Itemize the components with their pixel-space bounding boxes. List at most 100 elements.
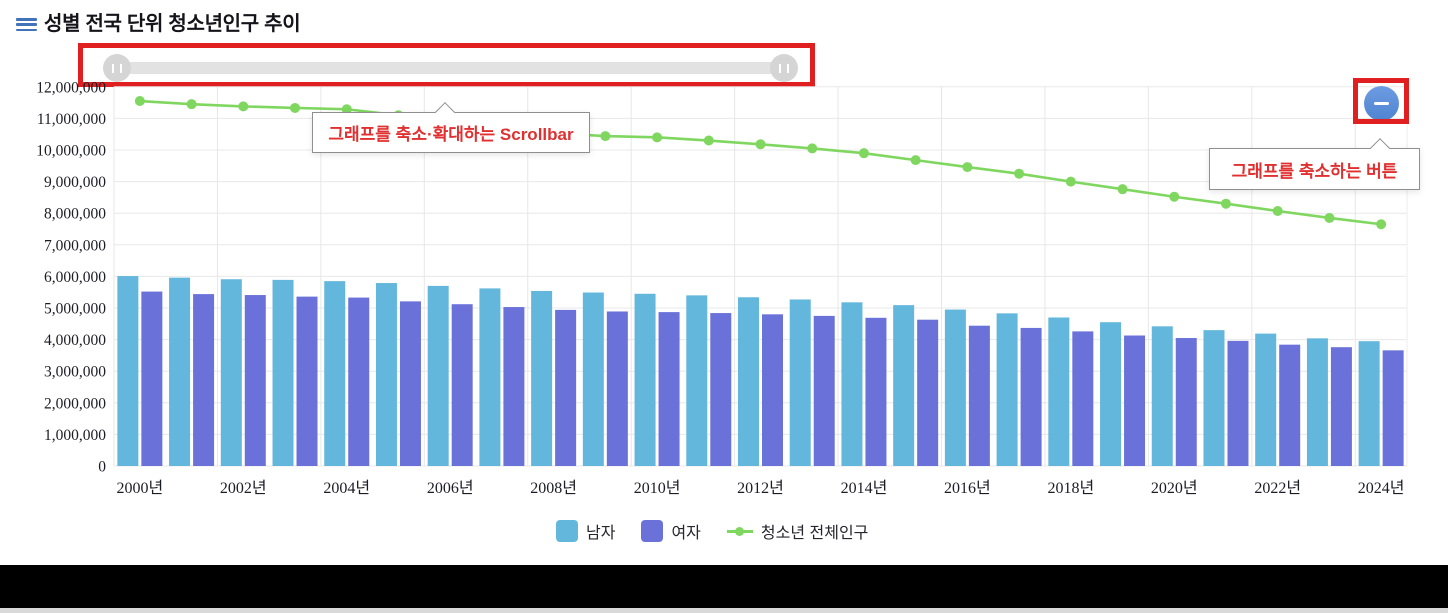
male-bar <box>841 302 863 466</box>
x-axis-tick-label: 2024년 <box>1358 479 1405 497</box>
zoom-scrollbar-left-handle[interactable] <box>103 54 131 82</box>
female-bar <box>399 301 421 466</box>
x-axis-tick-label: 2010년 <box>634 479 681 497</box>
zoom-scrollbar-track[interactable] <box>112 62 790 74</box>
total-line-point <box>703 135 714 146</box>
page-title: 성별 전국 단위 청소년인구 추이 <box>44 13 301 35</box>
female-bar <box>1124 335 1146 466</box>
y-axis-tick-label: 7,000,000 <box>44 237 106 254</box>
male-bar <box>427 285 449 466</box>
line-swatch <box>726 526 753 536</box>
x-axis-tick-label: 2006년 <box>427 479 474 497</box>
female-bar <box>141 291 163 466</box>
male-bar <box>686 295 708 466</box>
female-bar <box>1020 327 1042 466</box>
hamburger-menu-icon[interactable] <box>16 18 37 32</box>
female-bar <box>813 315 835 466</box>
male-bar <box>169 277 191 466</box>
zoom-out-button[interactable] <box>1364 86 1399 121</box>
male-bar <box>1048 317 1070 466</box>
total-line-point <box>341 104 352 115</box>
y-axis-tick-label: 8,000,000 <box>44 206 106 223</box>
female-bar <box>348 297 370 466</box>
male-bar <box>479 288 501 466</box>
scrollbar-highlight-box <box>78 43 815 87</box>
total-line-point <box>1117 184 1128 195</box>
legend-item-male[interactable]: 남자 <box>556 519 615 543</box>
y-axis-tick-label: 1,000,000 <box>44 427 106 444</box>
total-line-point <box>858 148 869 159</box>
total-line-point <box>186 99 197 110</box>
male-bar <box>1151 326 1173 466</box>
total-line-point <box>1376 219 1387 230</box>
bottom-gray-strip <box>0 608 1448 613</box>
minus-icon <box>1374 102 1389 105</box>
female-bar <box>917 319 939 466</box>
legend-label: 남자 <box>586 525 616 542</box>
female-bar <box>1227 340 1249 466</box>
female-bar <box>762 314 783 466</box>
female-bar <box>1072 331 1094 466</box>
zoom-out-callout-text: 그래프를 축소하는 버튼 <box>1231 161 1398 181</box>
male-bar <box>272 279 294 466</box>
pause-grip-icon <box>779 63 789 73</box>
male-bar <box>582 292 604 466</box>
zoom-scrollbar-right-handle[interactable] <box>770 54 798 82</box>
male-bar <box>375 283 397 466</box>
female-bar <box>555 309 577 466</box>
legend-item-female[interactable]: 여자 <box>641 519 701 543</box>
scrollbar-callout: 그래프를 축소·확대하는 Scrollbar <box>312 102 590 153</box>
y-axis-tick-label: 0 <box>98 459 106 476</box>
male-bar <box>1255 333 1277 466</box>
y-axis-tick-label: 10,000,000 <box>36 143 106 160</box>
zoom-out-callout: 그래프를 축소하는 버튼 <box>1209 138 1420 190</box>
y-axis-tick-label: 6,000,000 <box>44 269 106 286</box>
total-line-point <box>290 102 301 113</box>
y-axis-tick-label: 12,000,000 <box>36 79 106 96</box>
legend-item-total[interactable]: 청소년 전체인구 <box>726 519 869 543</box>
male-bar <box>117 276 139 466</box>
total-line-point <box>1065 176 1076 187</box>
total-line-point <box>1220 198 1231 209</box>
total-line-point <box>1169 191 1180 202</box>
y-axis-tick-label: 2,000,000 <box>44 395 106 412</box>
x-axis-tick-label: 2018년 <box>1047 479 1094 497</box>
female-bar <box>968 325 990 466</box>
female-bar <box>1382 350 1404 466</box>
y-axis-tick-label: 5,000,000 <box>44 301 106 318</box>
male-bar <box>531 290 553 466</box>
legend-label: 청소년 전체인구 <box>760 525 869 542</box>
male-bar <box>1358 341 1380 466</box>
total-line-point <box>600 131 611 142</box>
female-bar <box>193 294 215 466</box>
zoom-out-highlight-box <box>1353 78 1409 124</box>
male-bar <box>944 309 966 466</box>
total-line-point <box>755 139 766 150</box>
x-axis-tick-label: 2020년 <box>1151 479 1198 497</box>
total-line-point <box>1272 205 1283 216</box>
male-bar <box>789 299 811 466</box>
male-bar <box>738 297 759 466</box>
male-bar <box>1203 330 1225 466</box>
x-axis-tick-label: 2022년 <box>1254 479 1301 497</box>
pause-grip-icon <box>112 63 122 73</box>
x-axis-tick-label: 2012년 <box>737 479 784 497</box>
total-line-point <box>962 162 973 173</box>
x-axis-tick-label: 2016년 <box>944 479 991 497</box>
male-bar <box>996 313 1018 466</box>
population-chart[interactable]: 0 1,000,000 2,000,000 3,000,000 4,000,000 5,0… <box>0 75 1448 525</box>
female-bar <box>451 304 473 466</box>
female-bar <box>244 295 266 466</box>
male-bar <box>324 281 346 466</box>
female-bar <box>1330 347 1352 466</box>
male-bar <box>893 305 915 466</box>
y-axis-tick-label: 4,000,000 <box>44 332 106 349</box>
legend-label: 여자 <box>671 525 701 542</box>
x-axis-tick-label: 2004년 <box>323 479 370 497</box>
female-bar <box>710 313 732 466</box>
male-bar <box>220 279 242 466</box>
male-bar <box>1100 322 1122 466</box>
x-axis-tick-label: 2014년 <box>841 479 888 497</box>
female-bar <box>658 312 680 466</box>
